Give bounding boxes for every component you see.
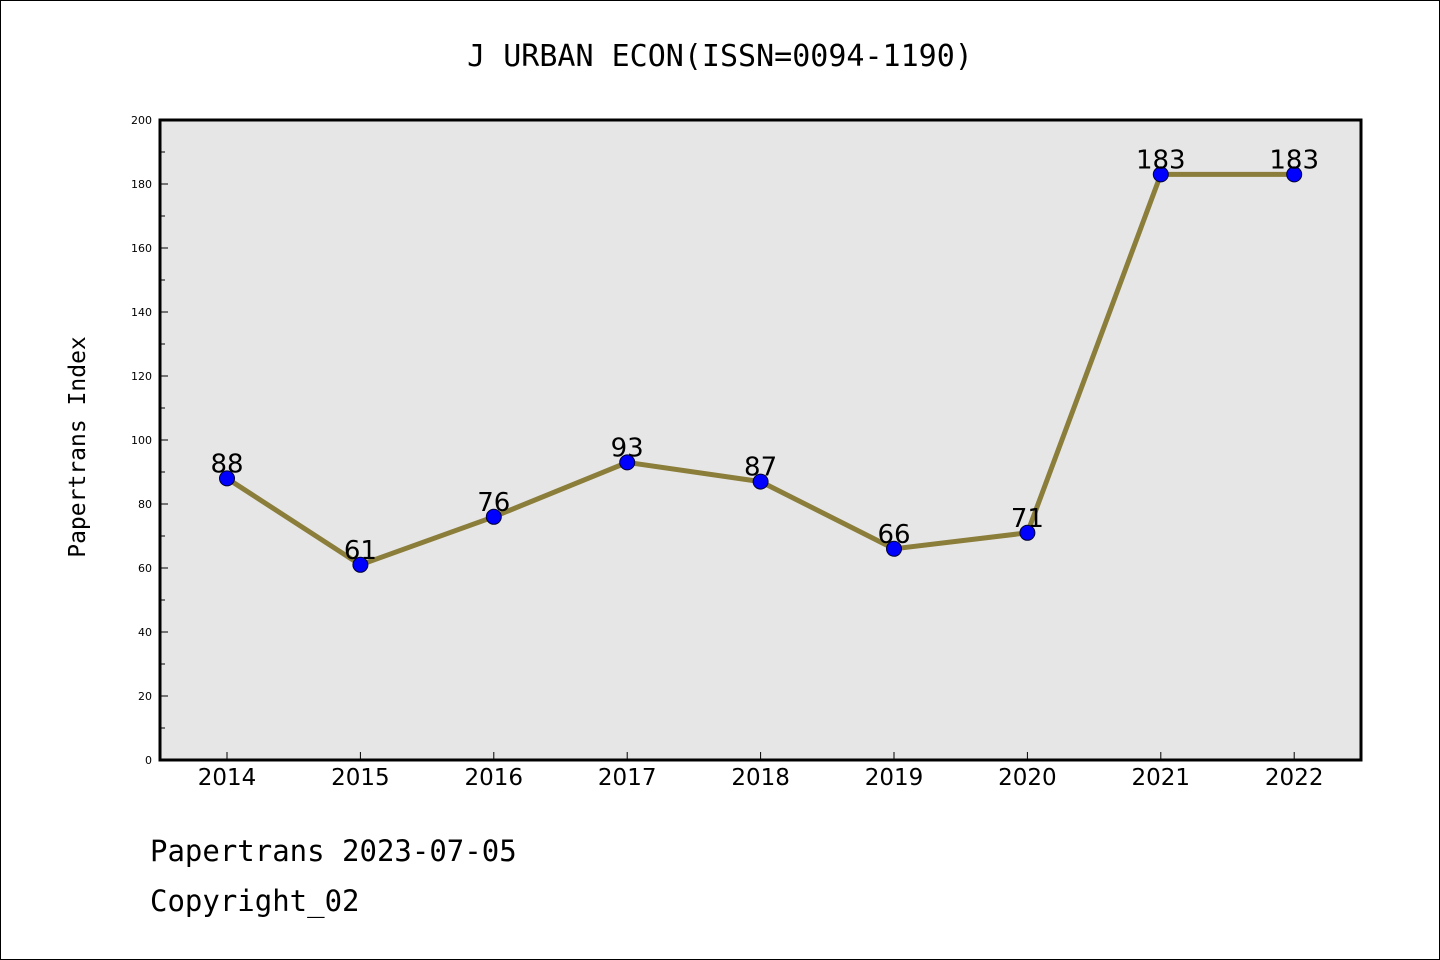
data-label: 183 <box>1136 145 1186 175</box>
y-tick-label: 100 <box>131 434 152 447</box>
data-point <box>1019 524 1036 541</box>
y-tick-label: 80 <box>138 498 152 511</box>
data-label: 76 <box>477 488 510 518</box>
data-point <box>352 556 369 573</box>
plot-area <box>160 120 1361 760</box>
x-axis: 2014 2015 2016 2017 2018 2019 2020 2021 2022 <box>198 752 1324 791</box>
data-label: 61 <box>344 536 377 566</box>
footer-copyright: Copyright_02 <box>150 884 360 918</box>
data-label: 71 <box>1011 504 1044 534</box>
markers-group <box>219 166 1303 573</box>
y-tick-label: 0 <box>145 754 152 767</box>
x-tick-label: 2014 <box>198 765 257 791</box>
data-point <box>485 508 502 525</box>
data-point <box>1152 166 1169 183</box>
chart-title: J URBAN ECON(ISSN=0094-1190) <box>467 39 973 74</box>
data-labels-group: 88 61 76 93 87 66 71 183 183 <box>210 145 1319 565</box>
y-tick-label: 40 <box>138 626 152 639</box>
x-tick-label: 2021 <box>1132 765 1191 791</box>
data-label: 88 <box>210 449 243 479</box>
x-tick-label: 2017 <box>598 765 657 791</box>
data-label: 93 <box>611 433 644 463</box>
y-tick-label: 60 <box>138 562 152 575</box>
y-tick-label: 120 <box>131 370 152 383</box>
y-axis: 0 20 40 60 80 100 120 140 160 180 200 <box>131 114 168 767</box>
data-point <box>752 473 769 490</box>
data-label: 183 <box>1269 145 1319 175</box>
data-label: 66 <box>877 520 910 550</box>
plot-border <box>158 118 1363 762</box>
y-tick-label: 160 <box>131 242 152 255</box>
y-tick-label: 200 <box>131 114 152 127</box>
data-label: 87 <box>744 453 777 483</box>
x-tick-label: 2015 <box>331 765 390 791</box>
y-tick-label: 180 <box>131 178 152 191</box>
y-tick-label: 140 <box>131 306 152 319</box>
x-tick-label: 2019 <box>865 765 924 791</box>
data-point <box>886 540 902 557</box>
data-point <box>219 470 235 487</box>
data-point <box>619 454 636 471</box>
y-axis-label: Papertrans Index <box>65 336 91 558</box>
y-tick-label: 20 <box>138 690 152 703</box>
data-point <box>1286 166 1303 183</box>
footer-source: Papertrans 2023-07-05 <box>150 834 517 868</box>
x-tick-label: 2020 <box>998 765 1057 791</box>
x-tick-label: 2016 <box>465 765 524 791</box>
x-tick-label: 2018 <box>731 765 790 791</box>
x-tick-label: 2022 <box>1265 765 1324 791</box>
